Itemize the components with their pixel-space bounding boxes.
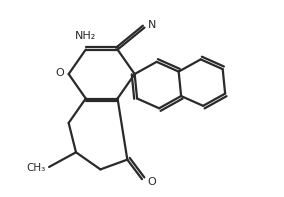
Text: N: N [148,20,156,30]
Text: O: O [55,68,64,78]
Text: CH₃: CH₃ [26,163,45,173]
Text: NH₂: NH₂ [75,31,96,41]
Text: O: O [147,177,156,187]
